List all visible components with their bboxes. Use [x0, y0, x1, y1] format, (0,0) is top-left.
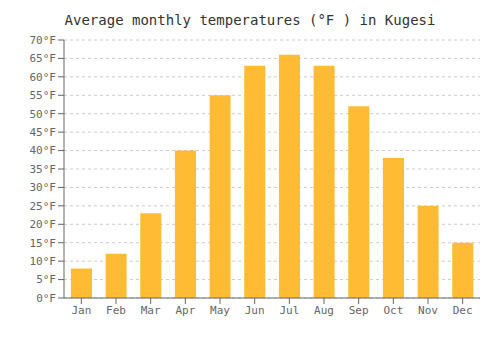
svg-text:Jun: Jun	[245, 304, 265, 317]
svg-text:Sep: Sep	[349, 304, 369, 317]
svg-text:Apr: Apr	[175, 304, 195, 317]
svg-text:30°F: 30°F	[30, 181, 57, 194]
svg-text:Nov: Nov	[418, 304, 438, 317]
svg-text:Feb: Feb	[106, 304, 126, 317]
svg-text:55°F: 55°F	[30, 89, 57, 102]
svg-text:Jul: Jul	[279, 304, 299, 317]
html-text:Average monthly temperatures (: Average monthly temperatures (°F ) in Ku…	[64, 12, 436, 28]
svg-text:70°F: 70°F	[30, 34, 57, 47]
svg-text:65°F: 65°F	[30, 52, 57, 65]
svg-text:Mar: Mar	[141, 304, 161, 317]
svg-text:60°F: 60°F	[30, 71, 57, 84]
svg-text:May: May	[210, 304, 230, 317]
svg-text:50°F: 50°F	[30, 108, 57, 121]
svg-text:Dec: Dec	[453, 304, 473, 317]
svg-text:20°F: 20°F	[30, 218, 57, 231]
svg-text:40°F: 40°F	[30, 144, 57, 157]
svg-text:35°F: 35°F	[30, 163, 57, 176]
svg-text:5°F: 5°F	[36, 273, 56, 286]
svg-text:15°F: 15°F	[30, 237, 57, 250]
svg-text:10°F: 10°F	[30, 255, 57, 268]
svg-text:0°F: 0°F	[36, 292, 56, 305]
svg-text:Jan: Jan	[71, 304, 91, 317]
svg-text:Oct: Oct	[383, 304, 403, 317]
svg-text:25°F: 25°F	[30, 200, 57, 213]
svg-text:45°F: 45°F	[30, 126, 57, 139]
svg-text:Aug: Aug	[314, 304, 334, 317]
